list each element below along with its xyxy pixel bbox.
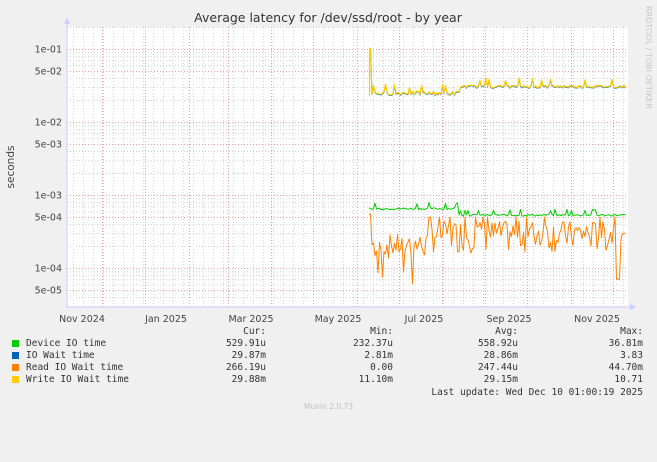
svg-text:1e-03: 1e-03 [35, 191, 62, 202]
series-lines [368, 47, 627, 284]
svg-text:5e-03: 5e-03 [35, 139, 62, 150]
legend-header-avg: Avg: [495, 326, 518, 337]
y-axis-arrow-icon [64, 18, 70, 24]
svg-text:May 2025: May 2025 [315, 314, 362, 325]
svg-text:5e-04: 5e-04 [35, 212, 62, 223]
svg-text:1e-01: 1e-01 [35, 45, 62, 56]
legend-max: 10.71 [614, 374, 643, 385]
x-axis-arrow-icon [630, 304, 636, 310]
legend-max: 36.81m [608, 338, 643, 349]
legend-swatch-icon [12, 340, 19, 347]
legend-header: Cur: Min: Avg: Max: [0, 326, 657, 338]
legend-row-io-wait: IO Wait time 29.87m 2.81m 28.86m 3.83 [0, 350, 657, 362]
svg-text:Nov 2025: Nov 2025 [574, 314, 620, 325]
legend-max: 3.83 [620, 350, 643, 361]
legend-series-name: Device IO time [26, 338, 107, 349]
y-tick-labels: 1e-01 5e-02 1e-02 5e-03 1e-03 5e-04 1e-04 5e-05 [35, 45, 62, 297]
legend-row-device-io: Device IO time 529.91u 232.37u 558.92u 3… [0, 338, 657, 350]
legend-series-name: IO Wait time [26, 350, 95, 361]
svg-text:5e-05: 5e-05 [35, 285, 62, 296]
legend-cur: 529.91u [225, 338, 266, 349]
svg-text:Nov 2024: Nov 2024 [59, 314, 105, 325]
latency-chart: Average latency for /dev/ssd/root - by y… [5, 6, 653, 325]
major-grid [67, 27, 628, 307]
legend-swatch-icon [12, 352, 19, 359]
x-tick-labels: Nov 2024 Jan 2025 Mar 2025 May 2025 Jul 2025… [59, 314, 620, 325]
legend-avg: 247.44u [477, 362, 518, 373]
legend-min: 2.81m [364, 350, 393, 361]
legend-cur: 29.87m [231, 350, 266, 361]
legend-max: 44.70m [608, 362, 643, 373]
svg-text:1e-04: 1e-04 [35, 264, 62, 275]
legend-series-name: Read IO Wait time [26, 362, 124, 373]
legend-min: 11.10m [358, 374, 393, 385]
legend-min: 0.00 [370, 362, 393, 373]
svg-text:Jul 2025: Jul 2025 [404, 314, 444, 325]
legend-cur: 266.19u [225, 362, 266, 373]
legend-avg: 558.92u [477, 338, 518, 349]
svg-text:Jan 2025: Jan 2025 [144, 314, 187, 325]
legend-series-name: Write IO Wait time [26, 374, 129, 385]
chart-title: Average latency for /dev/ssd/root - by y… [194, 10, 463, 25]
legend-swatch-icon [12, 376, 19, 383]
munin-version: Munin 2.0.73 [303, 402, 354, 411]
legend-cur: 29.88m [231, 374, 266, 385]
legend-row-write-io-wait: Write IO Wait time 29.88m 11.10m 29.15m … [0, 374, 657, 386]
legend-avg: 29.15m [483, 374, 518, 385]
svg-text:5e-02: 5e-02 [35, 66, 62, 77]
legend-swatch-icon [12, 364, 19, 371]
svg-text:Sep 2025: Sep 2025 [486, 314, 531, 325]
legend-header-max: Max: [620, 326, 643, 337]
last-update: Last update: Wed Dec 10 01:00:19 2025 [431, 387, 643, 398]
svg-text:1e-02: 1e-02 [35, 118, 62, 129]
svg-text:Mar 2025: Mar 2025 [228, 314, 273, 325]
rrdtool-watermark: RRDTOOL / TOBI OETIKER [644, 6, 653, 109]
legend-header-cur: Cur: [243, 326, 266, 337]
legend-avg: 28.86m [483, 350, 518, 361]
legend-row-read-io-wait: Read IO Wait time 266.19u 0.00 247.44u 4… [0, 362, 657, 374]
legend-header-min: Min: [370, 326, 393, 337]
y-axis-label: seconds [5, 146, 17, 189]
legend-min: 232.37u [352, 338, 393, 349]
plot-area [67, 27, 628, 307]
